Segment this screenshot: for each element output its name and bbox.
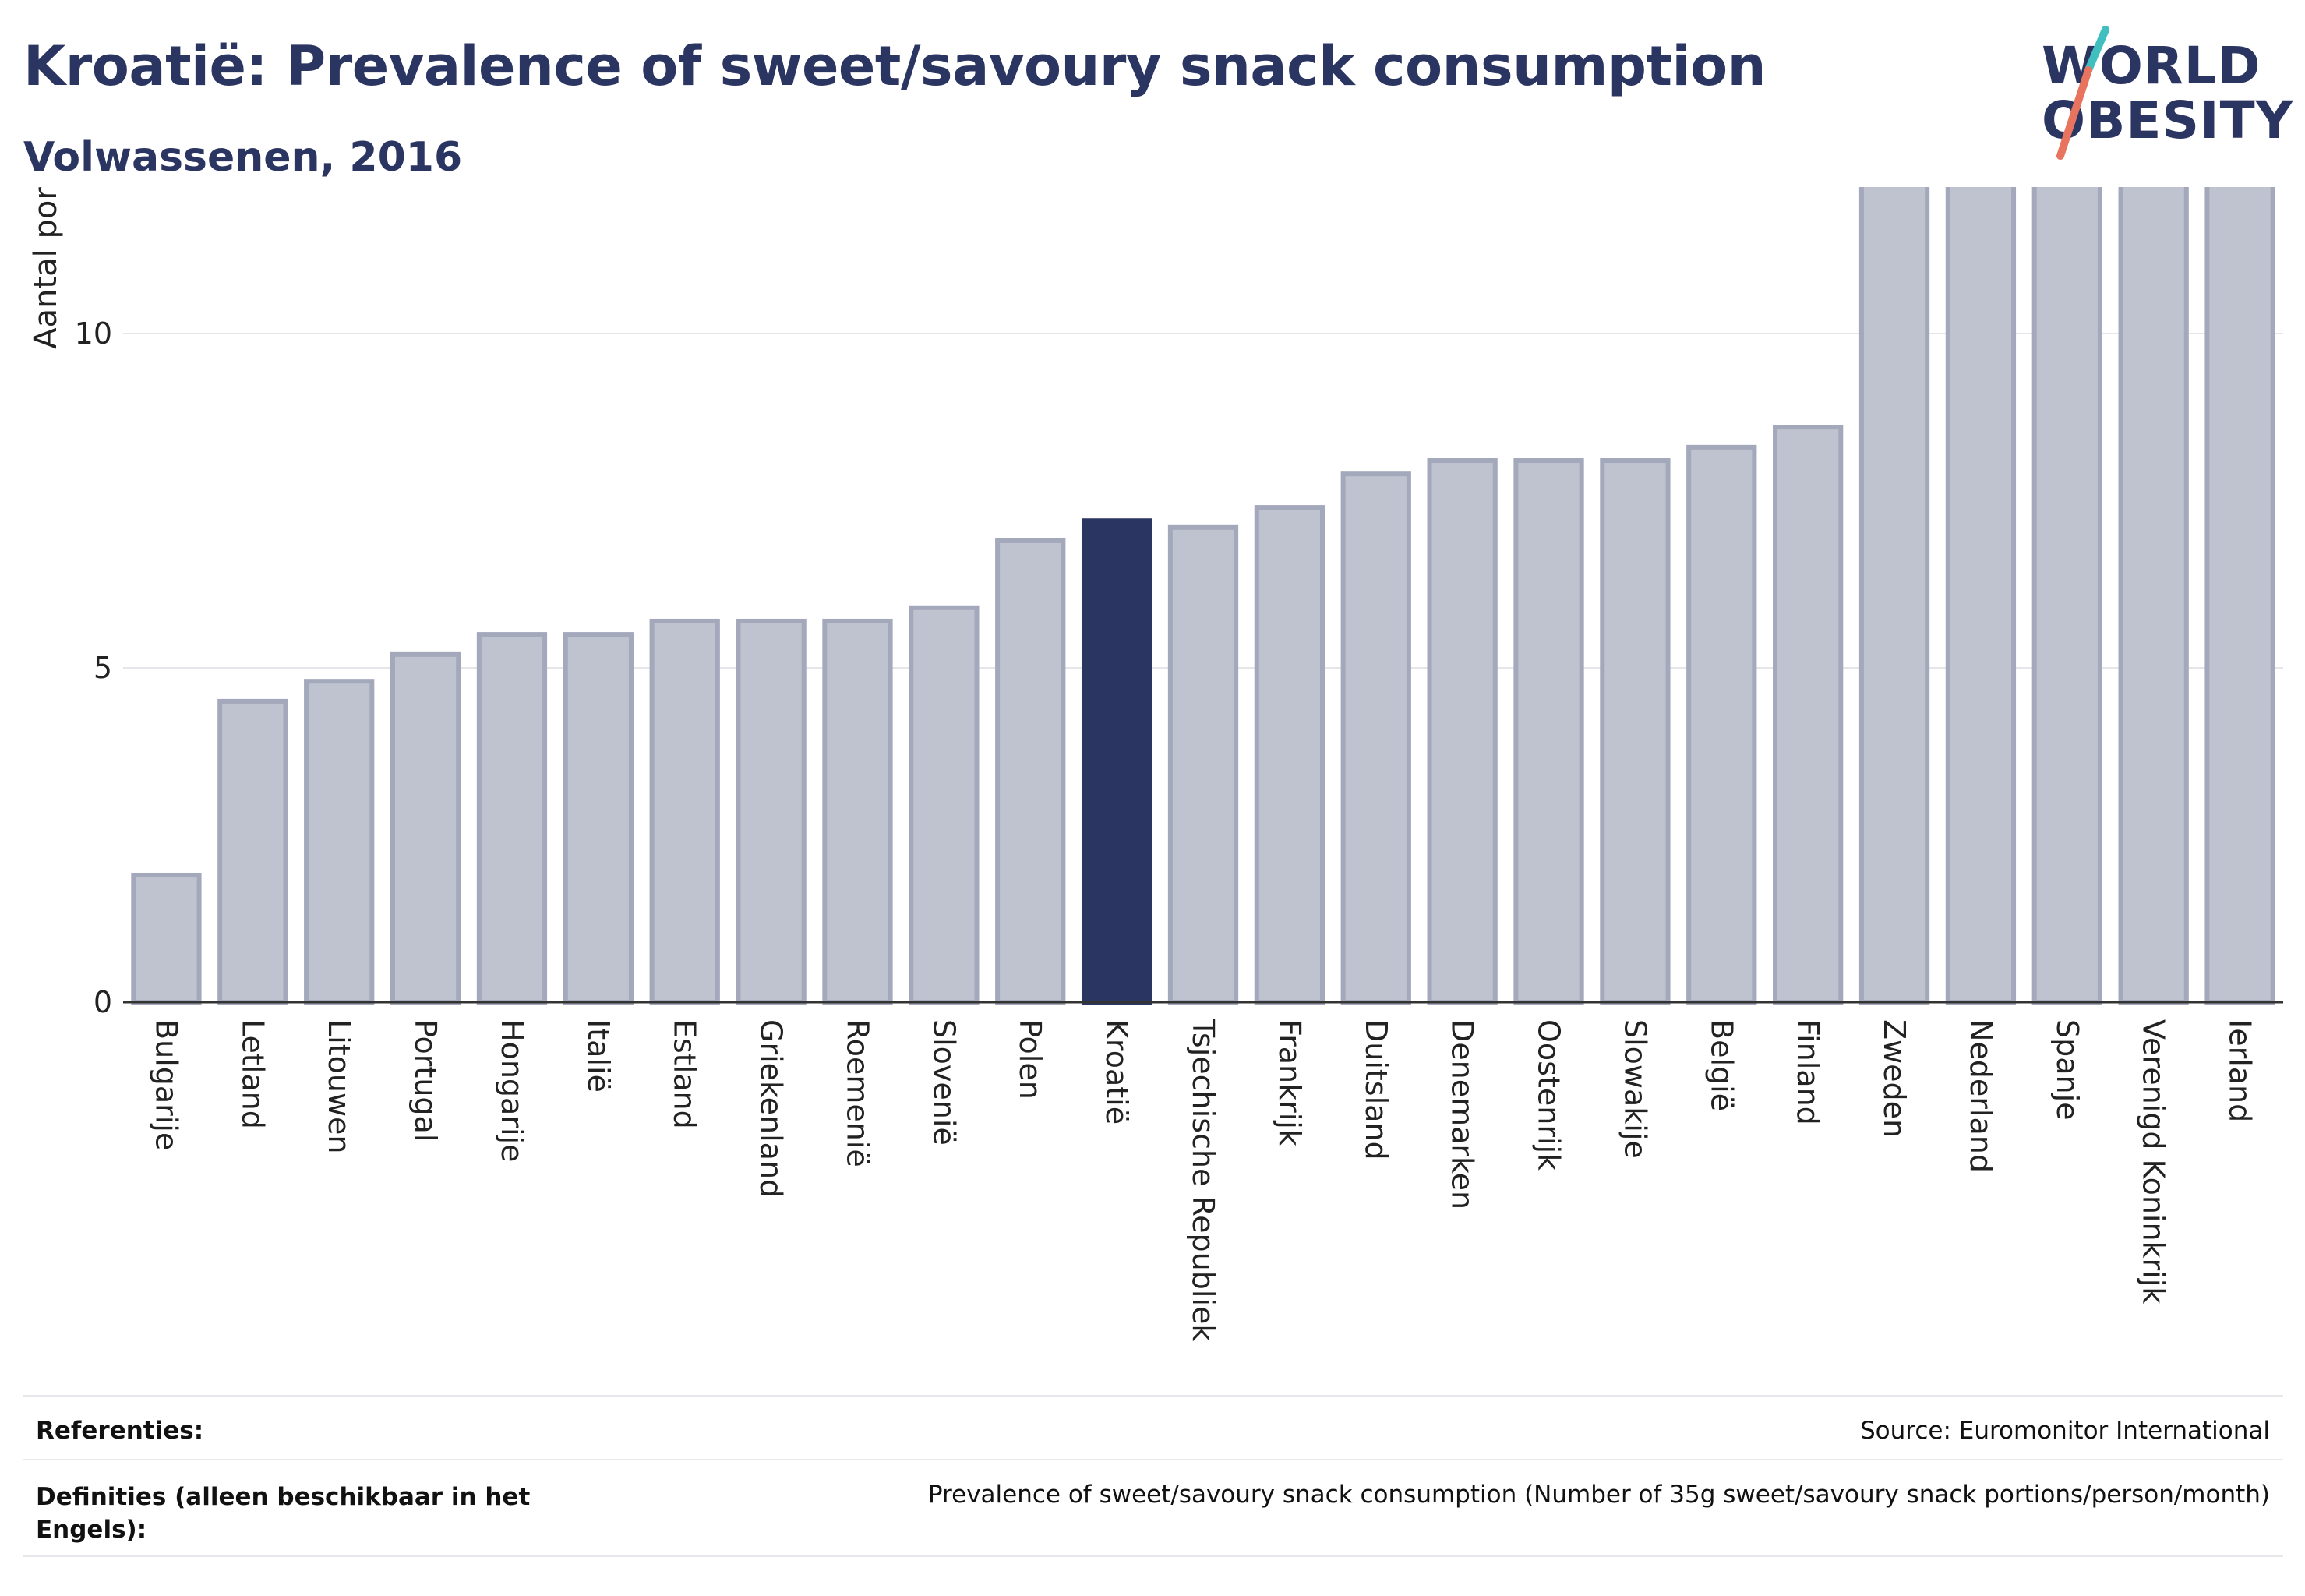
x-tick-label: Kroatië — [1100, 1019, 1134, 1125]
bar-slowakije — [1600, 458, 1671, 1005]
x-tick-label: Verenigd Koninkrijk — [2137, 1019, 2171, 1304]
x-tick-label: Duitsland — [1359, 1019, 1393, 1160]
y-axis-title: Aantal porties — [28, 187, 64, 349]
bar-spanje — [2031, 187, 2102, 1005]
x-tick-label: Estland — [668, 1019, 702, 1129]
bar-oostenrijk — [1513, 458, 1584, 1005]
bar-litouwen — [304, 679, 375, 1005]
logo-text-world: WORLD — [2042, 36, 2261, 96]
bar-chart: 05101520Aantal portiesBulgarijeLetlandLi… — [28, 187, 2283, 1341]
x-tick-label: Letland — [235, 1019, 270, 1129]
footer-divider-bottom — [23, 1555, 2283, 1557]
bar-tsjechische-republiek — [1167, 524, 1239, 1005]
footer-divider-middle — [23, 1459, 2283, 1460]
chart-title: Kroatië: Prevalence of sweet/savoury sna… — [23, 34, 1766, 98]
x-tick-label: Portugal — [408, 1019, 443, 1142]
bar-verenigd-koninkrijk — [2118, 187, 2189, 1005]
x-tick-label: Zweden — [1877, 1019, 1911, 1138]
x-tick-label: België — [1704, 1019, 1738, 1111]
x-tick-label: Italië — [581, 1019, 616, 1093]
bar-finland — [1773, 425, 1844, 1005]
x-tick-label: Denemarken — [1445, 1019, 1480, 1209]
x-tick-label: Tsjechische Republiek — [1186, 1019, 1220, 1341]
x-tick-label: Slovenië — [927, 1019, 961, 1146]
bar-griekenland — [736, 618, 807, 1005]
bar-hongarije — [476, 632, 548, 1005]
chart-subtitle: Volwassenen, 2016 — [23, 134, 463, 181]
bar-letland — [217, 698, 288, 1005]
x-tick-label: Ierland — [2223, 1019, 2257, 1122]
bar-duitsland — [1340, 471, 1411, 1005]
bar-slovenië — [909, 605, 980, 1005]
bar-zweden — [1858, 187, 1930, 1005]
bar-nederland — [1945, 187, 2017, 1005]
x-tick-label: Bulgarije — [149, 1019, 183, 1150]
bar-ierland — [2204, 187, 2275, 1005]
bar-belgië — [1686, 444, 1757, 1005]
x-tick-label: Polen — [1013, 1019, 1047, 1100]
bar-estland — [649, 618, 720, 1005]
references-label: Referenties: — [36, 1417, 204, 1445]
x-tick-label: Litouwen — [322, 1019, 356, 1154]
y-tick-label: 10 — [75, 316, 112, 351]
footer-divider-top — [23, 1395, 2283, 1396]
x-tick-label: Nederland — [1964, 1019, 1998, 1173]
y-tick-label: 5 — [94, 651, 112, 685]
references-value: Source: Euromonitor International — [1859, 1417, 2270, 1445]
x-tick-label: Griekenland — [754, 1019, 789, 1198]
logo-slash-icon — [2056, 26, 2109, 160]
x-tick-label: Roemenië — [840, 1019, 874, 1167]
x-tick-label: Oostenrijk — [1532, 1019, 1566, 1171]
world-obesity-logo: WORLD OBESITY — [2034, 23, 2294, 164]
bar-roemenië — [822, 618, 893, 1005]
x-tick-label: Spanje — [2050, 1019, 2084, 1121]
bar-frankrijk — [1254, 505, 1325, 1005]
bar-italië — [563, 632, 634, 1005]
x-tick-label: Slowakije — [1618, 1019, 1652, 1159]
bar-bulgarije — [131, 872, 202, 1005]
logo-text-obesity: OBESITY — [2042, 90, 2294, 150]
bar-kroatië — [1081, 518, 1152, 1005]
bar-denemarken — [1427, 458, 1498, 1005]
bar-polen — [995, 538, 1066, 1005]
bar-portugal — [390, 651, 461, 1005]
definitions-value: Prevalence of sweet/savoury snack consum… — [927, 1481, 2270, 1509]
x-tick-label: Hongarije — [495, 1019, 529, 1162]
x-tick-label: Frankrijk — [1273, 1019, 1307, 1146]
y-tick-label: 0 — [94, 985, 112, 1019]
x-tick-label: Finland — [1791, 1019, 1825, 1125]
definitions-label: Definities (alleen beschikbaar in het En… — [36, 1483, 531, 1544]
